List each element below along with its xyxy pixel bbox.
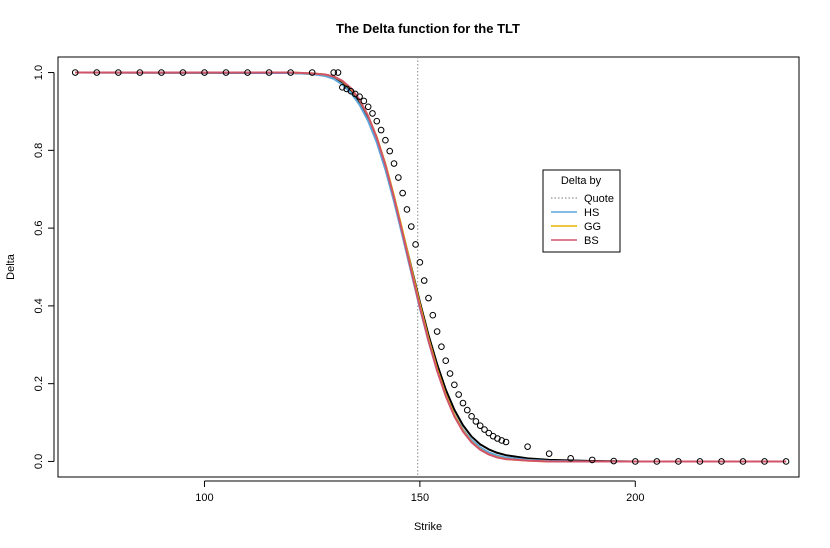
quote-point [782,458,790,465]
quote-point [545,450,553,457]
quote-point [373,117,381,125]
legend-label-hs: HS [584,207,599,219]
legend-box [542,169,621,253]
quote-point [386,147,394,155]
quote-point [407,223,415,230]
quote-point [395,174,402,181]
quote-point [403,206,411,213]
y-tick-label: 1.0 [33,65,45,80]
x-tick-label: 150 [411,492,429,504]
quote-point [463,406,471,414]
quote-point [308,69,316,76]
legend-label-bs: BS [584,235,599,247]
y-tick-label: 0.2 [33,376,45,391]
x-tick-label: 100 [195,492,213,504]
quote-point [390,160,398,167]
quote-point [442,357,450,365]
quote-point [334,69,342,76]
quote-point [93,69,101,76]
quote-point [399,189,406,197]
legend-title: Delta by [561,175,602,187]
quote-point [455,391,462,398]
series-layer [75,71,787,463]
quote-point [158,69,165,76]
quote-point [696,458,704,465]
quote-point [425,294,432,302]
legend-label-gg: GG [584,221,601,233]
quote-point [433,328,441,335]
y-tick-label: 0.4 [33,298,45,313]
plot-frame [57,56,800,478]
series-line-hs [75,71,787,463]
quote-point [631,458,639,465]
x-axis: 100 150 200 [195,480,644,504]
quote-point [356,93,363,100]
quote-point [739,458,747,465]
x-axis-label: Strike [414,521,442,533]
quote-point [330,69,338,76]
quote-point [468,413,475,420]
quote-point [567,455,574,462]
quote-point [179,69,187,76]
quote-point [476,422,484,429]
x-tick-label: 200 [626,492,644,504]
series-line-quote-fit [75,71,787,463]
quote-point [498,437,506,444]
series-line-bs [75,71,787,463]
quote-point [610,457,618,465]
quote-point [244,69,251,76]
quote-point [438,343,445,351]
y-tick-label: 0.0 [33,454,45,469]
quote-point [502,438,510,446]
quote-point [481,426,488,433]
y-axis-label: Delta [5,253,17,280]
quote-point [265,69,273,76]
quote-point [675,458,682,465]
quote-point [524,443,531,450]
quote-point [485,429,493,437]
quote-point [364,103,372,111]
legend-label-quote: Quote [584,193,614,205]
legend-entries: Quote HS GG BS [551,193,614,247]
quote-point [416,259,424,266]
quote-point [201,69,208,76]
quote-point [429,311,437,319]
quote-point [360,97,368,105]
quote-point [115,69,122,76]
chart-title: The Delta function for the TLT [336,21,520,36]
quote-point [718,458,725,465]
quote-point [761,458,768,465]
quote-point [446,370,454,377]
quote-point [136,69,144,76]
quote-point [71,69,79,76]
quote-point [451,381,458,389]
quote-point [339,84,346,91]
quote-point [382,136,389,144]
quote-points-layer [71,69,790,465]
y-tick-label: 0.6 [33,220,45,235]
quote-point [420,277,428,284]
y-tick-label: 0.8 [33,143,45,158]
quote-point [472,418,480,425]
quote-point [369,110,376,117]
quote-point [588,456,596,464]
y-axis: 0.0 0.2 0.4 0.6 0.8 1.0 [33,65,55,469]
quote-point [377,126,385,134]
legend: Delta by Quote HS GG BS [542,169,621,253]
quote-point [653,458,661,465]
series-line-gg [75,71,787,463]
quote-point [222,69,230,76]
quote-point [459,399,467,407]
quote-point [412,241,419,248]
quote-point [287,69,294,76]
